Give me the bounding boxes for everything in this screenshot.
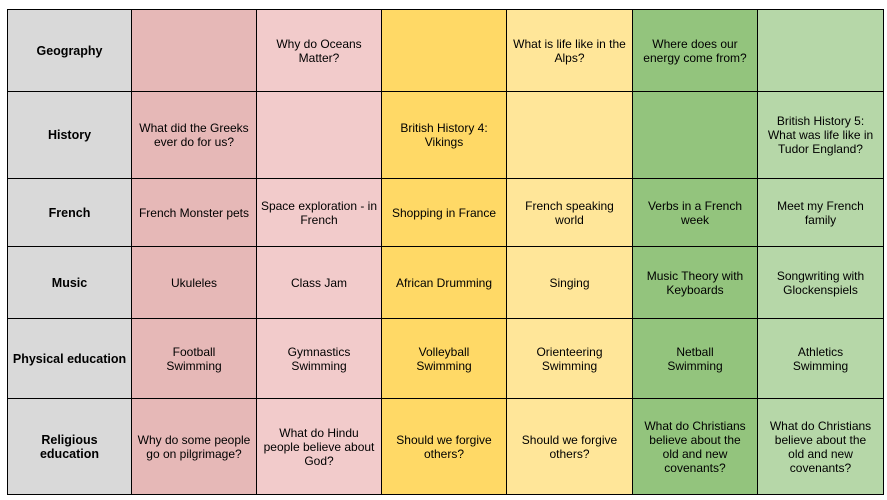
subject-french: French [7, 178, 132, 247]
cell-pe-4: Orienteering Swimming [506, 318, 633, 399]
cell-re-5: What do Christians believe about the old… [632, 398, 758, 495]
table-row: Physical education Football Swimming Gym… [7, 318, 884, 399]
cell-music-4: Singing [506, 246, 633, 319]
cell-french-6: Meet my French family [757, 178, 884, 247]
cell-pe-3: Volleyball Swimming [381, 318, 507, 399]
cell-history-1: What did the Greeks ever do for us? [131, 91, 257, 179]
subject-physical-education: Physical education [7, 318, 132, 399]
cell-french-5: Verbs in a French week [632, 178, 758, 247]
cell-history-2 [256, 91, 382, 179]
cell-re-3: Should we forgive others? [381, 398, 507, 495]
cell-music-3: African Drumming [381, 246, 507, 319]
subject-music: Music [7, 246, 132, 319]
cell-pe-2: Gymnastics Swimming [256, 318, 382, 399]
cell-pe-1: Football Swimming [131, 318, 257, 399]
cell-french-3: Shopping in France [381, 178, 507, 247]
table-row: History What did the Greeks ever do for … [7, 91, 884, 179]
cell-french-2: Space exploration - in French [256, 178, 382, 247]
cell-music-5: Music Theory with Keyboards [632, 246, 758, 319]
subject-history: History [7, 91, 132, 179]
cell-french-4: French speaking world [506, 178, 633, 247]
cell-re-1: Why do some people go on pilgrimage? [131, 398, 257, 495]
curriculum-table: Geography Why do Oceans Matter? What is … [7, 9, 884, 495]
cell-re-4: Should we forgive others? [506, 398, 633, 495]
table-row: Geography Why do Oceans Matter? What is … [7, 9, 884, 92]
subject-geography: Geography [7, 9, 132, 92]
cell-music-1: Ukuleles [131, 246, 257, 319]
cell-pe-5: Netball Swimming [632, 318, 758, 399]
cell-music-2: Class Jam [256, 246, 382, 319]
cell-geography-4: What is life like in the Alps? [506, 9, 633, 92]
table-row: Music Ukuleles Class Jam African Drummin… [7, 246, 884, 319]
cell-geography-5: Where does our energy come from? [632, 9, 758, 92]
cell-music-6: Songwriting with Glockenspiels [757, 246, 884, 319]
cell-history-3: British History 4: Vikings [381, 91, 507, 179]
cell-pe-6: Athletics Swimming [757, 318, 884, 399]
cell-geography-1 [131, 9, 257, 92]
cell-history-5 [632, 91, 758, 179]
cell-french-1: French Monster pets [131, 178, 257, 247]
cell-history-4 [506, 91, 633, 179]
table-row: French French Monster pets Space explora… [7, 178, 884, 247]
cell-geography-6 [757, 9, 884, 92]
cell-re-6: What do Christians believe about the old… [757, 398, 884, 495]
table-row: Religious education Why do some people g… [7, 398, 884, 495]
cell-history-6: British History 5: What was life like in… [757, 91, 884, 179]
cell-re-2: What do Hindu people believe about God? [256, 398, 382, 495]
cell-geography-2: Why do Oceans Matter? [256, 9, 382, 92]
subject-religious-education: Religious education [7, 398, 132, 495]
cell-geography-3 [381, 9, 507, 92]
